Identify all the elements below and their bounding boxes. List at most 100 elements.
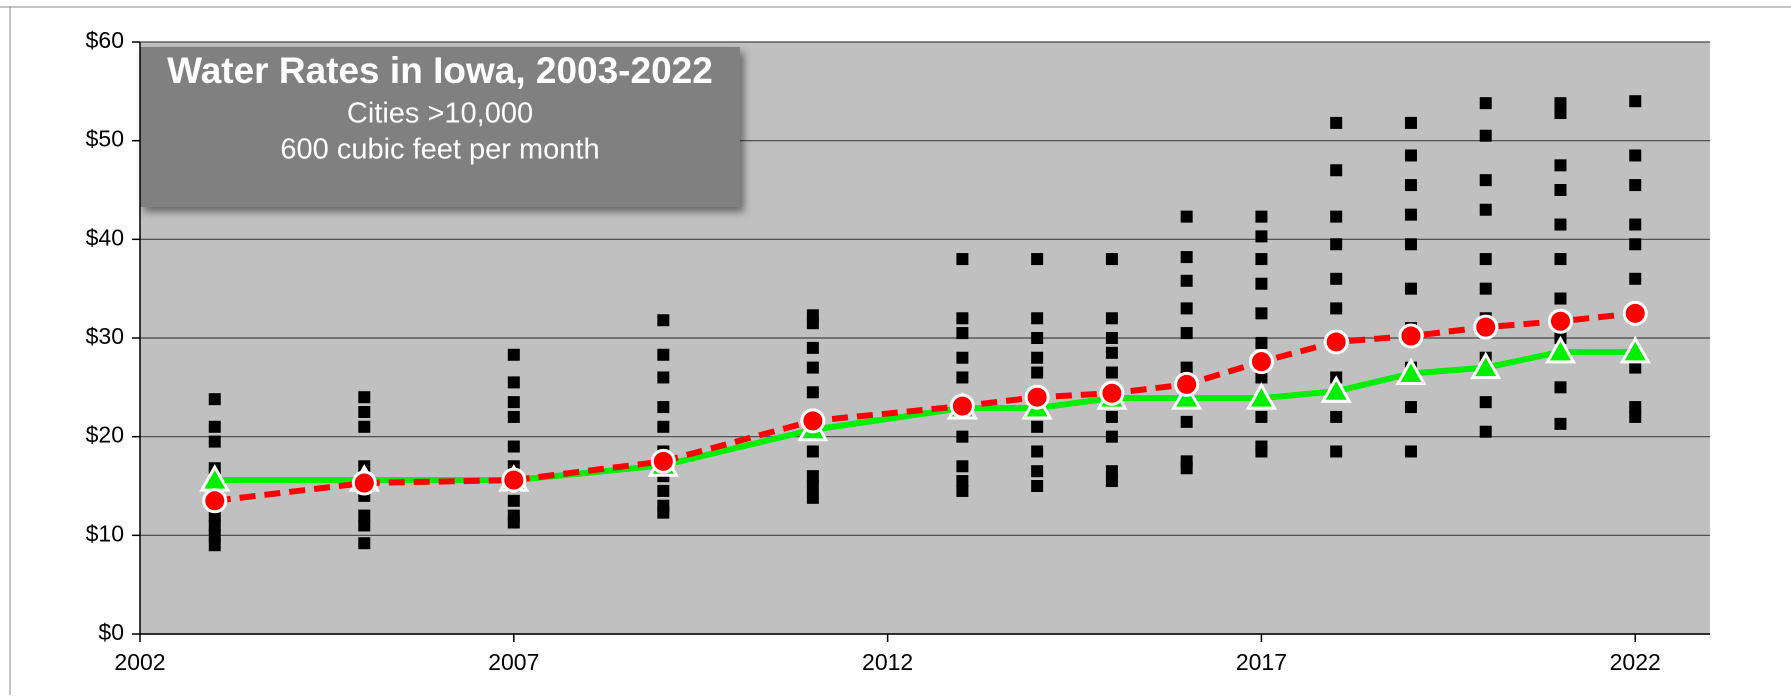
data-point bbox=[1629, 238, 1642, 251]
data-point bbox=[956, 327, 969, 340]
marker bbox=[1622, 300, 1648, 326]
data-point bbox=[1330, 272, 1343, 285]
data-point bbox=[1330, 164, 1343, 177]
data-point bbox=[956, 253, 969, 266]
data-point bbox=[1180, 251, 1193, 264]
y-tick-label: $60 bbox=[86, 27, 124, 53]
marker bbox=[202, 488, 228, 514]
marker bbox=[1544, 335, 1577, 364]
data-point bbox=[507, 516, 520, 529]
data-point bbox=[1255, 210, 1268, 223]
data-point bbox=[358, 406, 371, 418]
marker bbox=[351, 470, 377, 496]
data-point bbox=[956, 484, 969, 497]
data-point bbox=[1031, 253, 1044, 266]
data-point bbox=[1105, 346, 1118, 359]
data-point bbox=[1479, 396, 1492, 409]
data-point bbox=[1255, 336, 1268, 349]
data-point bbox=[657, 314, 670, 327]
data-point bbox=[806, 491, 819, 504]
data-point bbox=[806, 341, 819, 354]
data-point bbox=[1479, 203, 1492, 216]
data-point bbox=[1255, 371, 1268, 384]
chart-title: Water Rates in Iowa, 2003-2022 bbox=[167, 50, 713, 91]
data-point bbox=[1629, 218, 1642, 231]
marker bbox=[1619, 335, 1651, 364]
data-point bbox=[507, 440, 520, 453]
data-point bbox=[1255, 445, 1268, 458]
data-point bbox=[1404, 149, 1417, 162]
data-point bbox=[956, 351, 969, 364]
data-point bbox=[1031, 445, 1044, 458]
x-tick-label: 2012 bbox=[862, 649, 913, 675]
data-point bbox=[358, 420, 371, 433]
chart-subtitle: Cities >10,000 bbox=[347, 98, 533, 130]
marker bbox=[1395, 357, 1427, 386]
data-point bbox=[1105, 366, 1118, 379]
data-point bbox=[1330, 445, 1343, 458]
data-point bbox=[1629, 272, 1642, 285]
data-point bbox=[1554, 292, 1567, 305]
data-point bbox=[956, 371, 969, 384]
data-point bbox=[1031, 312, 1044, 325]
data-point bbox=[1479, 425, 1492, 438]
data-point bbox=[507, 348, 520, 361]
data-point bbox=[1554, 159, 1567, 172]
data-point bbox=[1031, 465, 1044, 478]
data-point bbox=[1629, 95, 1642, 108]
marker bbox=[1099, 380, 1125, 406]
data-point bbox=[1404, 401, 1417, 414]
marker bbox=[1470, 351, 1502, 380]
data-point bbox=[1404, 238, 1417, 251]
data-point bbox=[657, 371, 670, 384]
data-point bbox=[1479, 253, 1492, 266]
data-point bbox=[358, 509, 371, 522]
data-point bbox=[1404, 445, 1417, 458]
marker bbox=[1323, 329, 1349, 355]
data-point bbox=[1479, 97, 1492, 110]
data-point bbox=[1330, 238, 1343, 251]
marker bbox=[1248, 349, 1274, 375]
marker bbox=[1174, 371, 1200, 397]
data-point bbox=[657, 420, 670, 433]
chart-subtitle: 600 cubic feet per month bbox=[280, 134, 599, 166]
data-point bbox=[1180, 274, 1193, 287]
marker bbox=[949, 393, 975, 419]
data-point bbox=[1105, 475, 1118, 488]
marker bbox=[800, 408, 826, 434]
data-point bbox=[1180, 327, 1193, 340]
data-point bbox=[657, 484, 670, 497]
x-tick-label: 2007 bbox=[488, 649, 539, 675]
data-point bbox=[1554, 417, 1567, 430]
data-point bbox=[1554, 97, 1567, 110]
data-point bbox=[1404, 116, 1417, 129]
marker bbox=[650, 448, 676, 474]
y-tick-label: $50 bbox=[86, 126, 124, 152]
y-tick-label: $40 bbox=[86, 224, 124, 250]
y-tick-label: $0 bbox=[98, 619, 124, 645]
marker bbox=[1473, 314, 1499, 340]
data-point bbox=[208, 539, 221, 552]
data-point bbox=[657, 348, 670, 361]
data-point bbox=[1105, 465, 1118, 478]
data-point bbox=[1031, 351, 1044, 364]
data-point bbox=[956, 460, 969, 473]
data-point bbox=[208, 393, 221, 406]
data-point bbox=[657, 401, 670, 414]
data-point bbox=[1554, 381, 1567, 394]
data-point bbox=[806, 480, 819, 492]
data-point bbox=[1105, 253, 1118, 266]
data-point bbox=[1479, 282, 1492, 295]
data-point bbox=[1554, 253, 1567, 266]
data-point bbox=[1629, 410, 1642, 423]
data-point bbox=[1554, 107, 1567, 120]
data-point bbox=[1031, 366, 1044, 379]
data-point bbox=[1629, 179, 1642, 192]
data-point bbox=[1180, 361, 1193, 374]
marker bbox=[1398, 323, 1424, 349]
data-point bbox=[358, 519, 371, 532]
x-tick-label: 2017 bbox=[1236, 649, 1287, 675]
y-tick-label: $10 bbox=[86, 520, 124, 546]
marker bbox=[1320, 375, 1352, 403]
